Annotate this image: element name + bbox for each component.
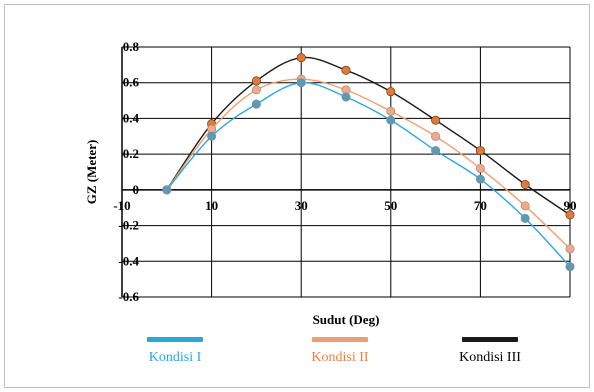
series-2-point xyxy=(431,131,441,141)
series-1-point xyxy=(565,262,575,272)
legend-swatch-2 xyxy=(312,337,368,342)
x-axis-label: Sudut (Deg) xyxy=(313,312,380,327)
series-2-point xyxy=(565,244,575,254)
series-2-point xyxy=(386,106,396,116)
series-1-point xyxy=(475,174,485,184)
series-1-point xyxy=(207,131,217,141)
chart-frame xyxy=(4,4,590,388)
series-3-point xyxy=(251,76,261,86)
series-1-point xyxy=(251,99,261,109)
y-axis-label: GZ (Meter) xyxy=(84,140,99,205)
series-line-3 xyxy=(166,56,571,216)
x-tick-label: 10 xyxy=(205,198,218,213)
y-tick-label: -0.4 xyxy=(118,253,139,268)
y-tick-label: -0.2 xyxy=(118,218,139,233)
grid xyxy=(121,46,571,298)
legend: Kondisi I Kondisi II Kondisi III xyxy=(147,337,521,365)
series-2-point xyxy=(520,201,530,211)
series-1-point xyxy=(162,185,172,195)
legend-swatch-1 xyxy=(147,337,203,342)
series-line-1 xyxy=(166,82,571,268)
series-line-2 xyxy=(166,78,571,250)
x-tick-label: 50 xyxy=(384,198,397,213)
series-1-point xyxy=(431,146,441,156)
y-tick-label: 0.8 xyxy=(123,39,140,54)
series-1-point xyxy=(386,115,396,125)
series-3-point xyxy=(341,65,351,75)
tick-labels: -0.6 -0.4 -0.2 0 0.2 0.4 0.6 0.8 -10 10 30 50 70 90 xyxy=(113,39,576,304)
legend-label-3: Kondisi III xyxy=(459,350,521,365)
series-1-point xyxy=(520,213,530,223)
series-layer xyxy=(162,53,575,272)
series-3-point xyxy=(520,180,530,190)
series-3-point xyxy=(431,115,441,125)
series-2-point xyxy=(251,85,261,95)
series-3-point xyxy=(475,146,485,156)
legend-label-2: Kondisi II xyxy=(311,350,369,365)
series-1 xyxy=(162,78,575,272)
y-tick-label: -0.6 xyxy=(118,289,139,304)
series-2-point xyxy=(475,163,485,173)
x-tick-label: 70 xyxy=(474,198,487,213)
x-tick-label: -10 xyxy=(113,198,130,213)
legend-swatch-3 xyxy=(462,337,518,342)
series-3-point xyxy=(296,53,306,63)
y-tick-label: 0.4 xyxy=(123,110,140,125)
series-3-point xyxy=(386,87,396,97)
series-3-point xyxy=(565,210,575,220)
series-1-point xyxy=(296,78,306,88)
x-tick-label: 30 xyxy=(295,198,308,213)
x-tick-label: 90 xyxy=(564,198,577,213)
series-2 xyxy=(162,74,575,254)
y-tick-label: 0.2 xyxy=(123,146,139,161)
y-tick-label: 0 xyxy=(133,182,140,197)
y-tick-label: 0.6 xyxy=(123,75,140,90)
legend-label-1: Kondisi I xyxy=(149,350,202,365)
axes xyxy=(121,47,570,297)
series-1-point xyxy=(341,92,351,102)
